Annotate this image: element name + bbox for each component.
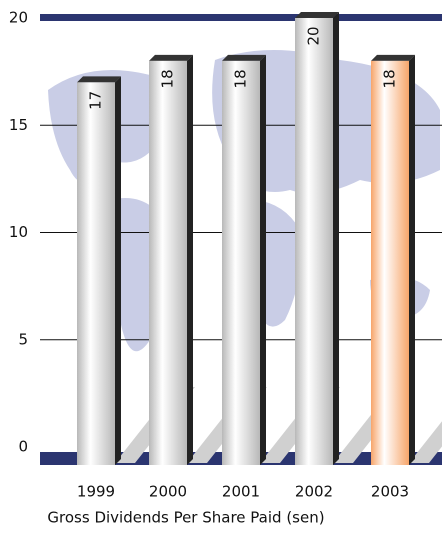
- bar: [77, 82, 115, 465]
- bar-side: [333, 12, 339, 465]
- y-tick-label: 15: [9, 116, 28, 134]
- bar-shadow: [409, 421, 442, 463]
- value-label: 20: [305, 26, 323, 45]
- bar: [371, 60, 409, 466]
- y-tick-label: 0: [18, 438, 28, 456]
- value-label: 18: [232, 69, 250, 88]
- bar-cap: [149, 54, 193, 61]
- x-tick-label: 1999: [77, 483, 115, 501]
- bar-side: [409, 54, 415, 466]
- bar-side: [115, 76, 121, 465]
- bar: [149, 60, 187, 466]
- value-label: 18: [159, 69, 177, 88]
- x-tick-label: 2001: [222, 483, 260, 501]
- bar-cap: [295, 12, 339, 18]
- y-tick-label: 20: [9, 9, 28, 27]
- x-axis-label: Gross Dividends Per Share Paid (sen): [47, 509, 324, 527]
- axis-band: [40, 14, 442, 21]
- x-tick-label: 2003: [371, 483, 409, 501]
- bar: [295, 18, 333, 465]
- bar-cap: [77, 76, 121, 83]
- y-tick-label: 10: [9, 223, 28, 241]
- x-tick-label: 2000: [149, 483, 187, 501]
- y-tick-label: 5: [18, 330, 28, 348]
- x-tick-label: 2002: [295, 483, 333, 501]
- bar-side: [187, 54, 193, 466]
- value-label: 18: [381, 69, 399, 88]
- bar: [222, 60, 260, 466]
- bar-side: [260, 54, 266, 466]
- bar-cap: [371, 54, 415, 61]
- value-label: 17: [87, 91, 105, 110]
- bar-cap: [222, 54, 266, 61]
